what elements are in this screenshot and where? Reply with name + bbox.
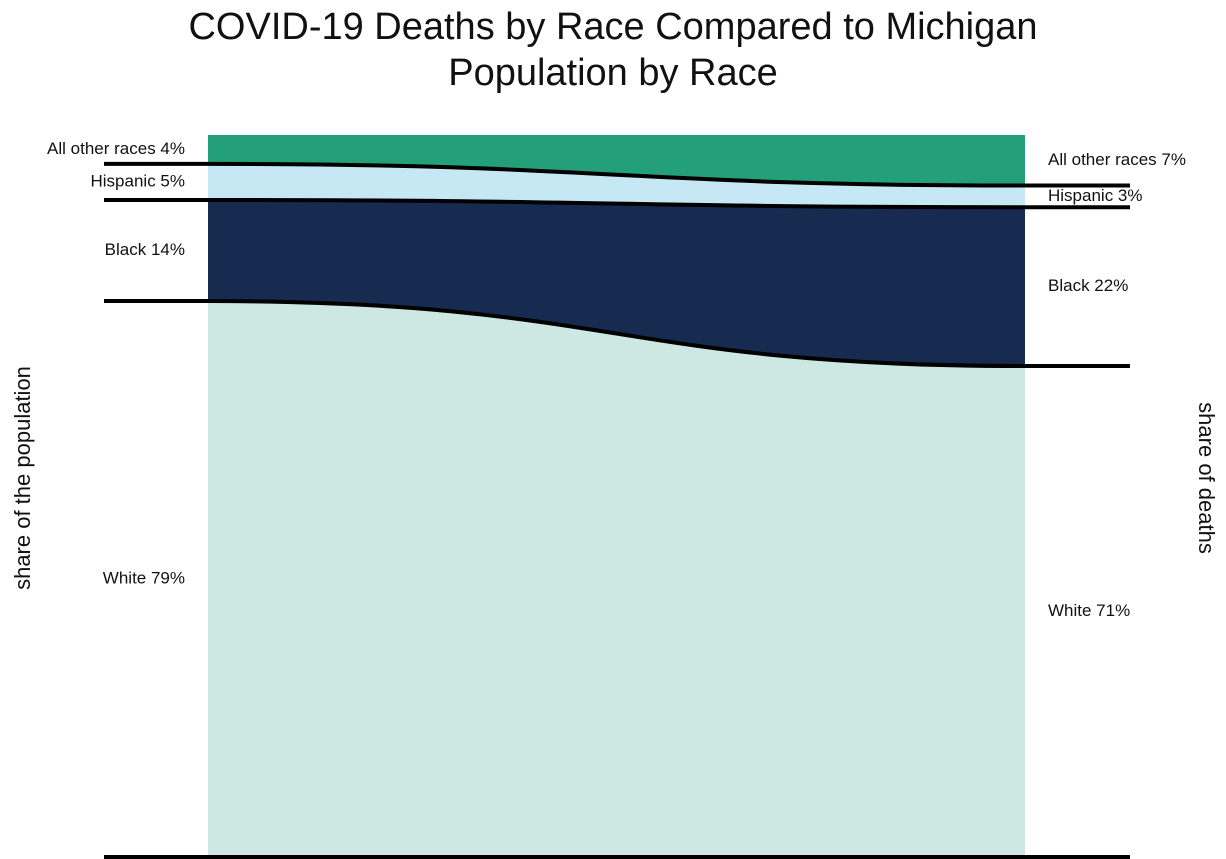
right-axis-label: share of deaths (1194, 402, 1219, 554)
area-layers (208, 135, 1025, 857)
right-label-hispanic: Hispanic 3% (1048, 186, 1143, 205)
left-label-hispanic: Hispanic 5% (91, 171, 186, 190)
chart-title-line-1: COVID-19 Deaths by Race Compared to Mich… (188, 6, 1038, 48)
boundary-line-black-white (104, 299, 1130, 369)
left-label-white: White 79% (103, 569, 185, 588)
left-axis-label: share of the population (10, 366, 35, 590)
left-label-black: Black 14% (105, 240, 185, 259)
area-all-other-races (208, 135, 1025, 186)
boundary-lines (104, 161, 1130, 859)
area-hispanic (208, 163, 1025, 208)
chart-title-line-2: Population by Race (448, 52, 778, 94)
chart-title: COVID-19 Deaths by Race Compared to Mich… (0, 4, 1226, 96)
boundary-line-hispanic-black (104, 197, 1130, 210)
right-label-black: Black 22% (1048, 276, 1128, 295)
boundary-line-all-other-races-hispanic (104, 161, 1130, 188)
segment-labels: All other races 4% All other races 7% Hisp… (47, 139, 1186, 620)
right-label-all-other-races: All other races 7% (1048, 150, 1186, 169)
area-white (208, 301, 1025, 857)
left-label-all-other-races: All other races 4% (47, 139, 185, 158)
area-black (208, 199, 1025, 367)
right-label-white: White 71% (1048, 601, 1130, 620)
